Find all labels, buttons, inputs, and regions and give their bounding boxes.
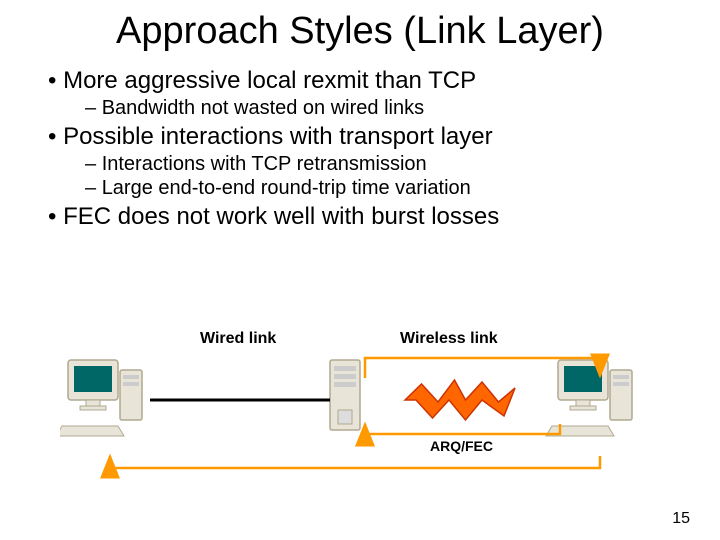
bullet-level1: FEC does not work well with burst losses bbox=[48, 203, 690, 232]
bullet-level2: Large end-to-end round-trip time variati… bbox=[85, 177, 690, 200]
diagram-svg bbox=[60, 330, 660, 500]
bullet-level1: Possible interactions with transport lay… bbox=[48, 123, 690, 152]
bullet-level1: More aggressive local rexmit than TCP bbox=[48, 67, 690, 96]
page-number: 15 bbox=[672, 510, 690, 528]
bullet-list: More aggressive local rexmit than TCPBan… bbox=[30, 67, 690, 231]
diagram-area: Wired link Wireless link ARQ/FEC bbox=[60, 330, 660, 500]
arq-fec-label: ARQ/FEC bbox=[430, 438, 493, 454]
slide-title: Approach Styles (Link Layer) bbox=[30, 10, 690, 53]
bullet-level2: Bandwidth not wasted on wired links bbox=[85, 97, 690, 120]
bullet-level2: Interactions with TCP retransmission bbox=[85, 153, 690, 176]
